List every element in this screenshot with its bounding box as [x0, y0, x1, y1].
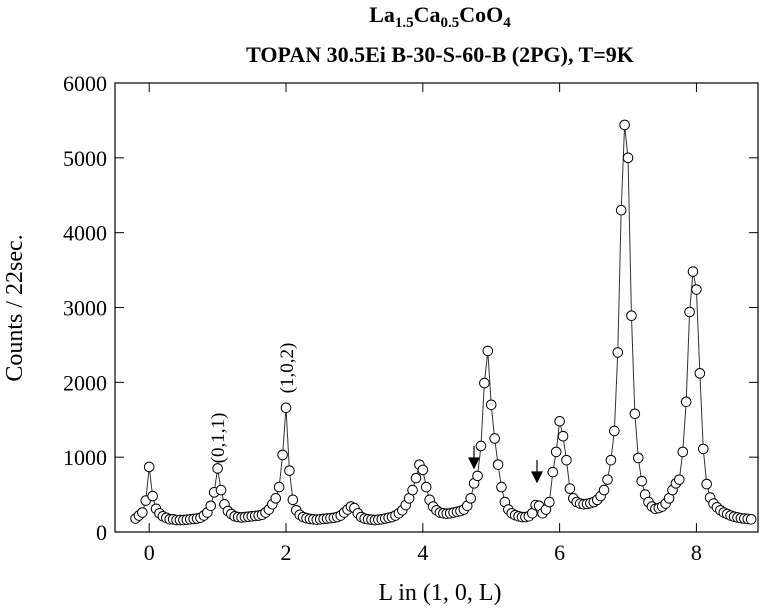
x-tick-label: 6: [554, 540, 565, 565]
data-point: [564, 483, 576, 494]
data-point: [420, 481, 432, 493]
data-point: [697, 443, 709, 455]
y-tick-label: 4000: [63, 221, 107, 246]
data-point: [612, 347, 624, 358]
data-point: [212, 463, 223, 474]
y-tick-label: 0: [96, 520, 107, 545]
arrows: [468, 446, 543, 484]
data-point: [602, 474, 613, 485]
data-point: [605, 454, 617, 466]
data-point: [465, 493, 477, 504]
data-point: [280, 402, 292, 414]
data-point: [143, 461, 155, 473]
data-point: [472, 470, 483, 482]
chart-title: La1.5Ca0.5CoO4: [369, 2, 511, 31]
data-point: [547, 466, 559, 478]
data-point: [475, 440, 487, 452]
data-point: [485, 399, 497, 411]
data-point: [550, 446, 562, 458]
data-point: [492, 459, 504, 470]
data-point: [496, 481, 507, 493]
chart-subtitle: TOPAN 30.5Ei B-30-S-60-B (2PG), T=9K: [246, 42, 634, 67]
data-point: [277, 449, 288, 461]
y-axis-label: Counts / 22sec.: [2, 234, 28, 381]
data-point: [147, 490, 158, 502]
data-point: [694, 368, 706, 379]
data-point: [205, 500, 217, 512]
data-point: [482, 345, 494, 357]
arrow-head: [531, 471, 543, 484]
data-point: [557, 430, 569, 442]
data-point: [554, 415, 565, 427]
data-point: [622, 152, 634, 164]
data-point: [615, 204, 627, 216]
data-point: [745, 513, 757, 525]
data-point: [287, 494, 299, 506]
data-point: [626, 310, 637, 322]
y-tick-label: 1000: [63, 445, 107, 470]
data-point: [489, 433, 500, 444]
data-point: [684, 306, 695, 318]
data-point: [215, 484, 227, 496]
data-point: [284, 465, 295, 476]
data-point: [632, 452, 644, 464]
data-point: [687, 266, 699, 277]
data-point: [273, 481, 285, 493]
data-point: [677, 446, 689, 458]
data-point: [674, 474, 685, 485]
x-tick-label: 8: [691, 540, 702, 565]
data-point: [619, 119, 630, 131]
y-tick-label: 2000: [63, 370, 107, 395]
data-point: [680, 396, 692, 408]
x-tick-label: 4: [417, 540, 428, 565]
data-point: [417, 464, 429, 476]
x-axis-label: L in (1, 0, L): [378, 580, 501, 606]
y-tick-label: 6000: [63, 71, 107, 96]
data-point: [691, 284, 702, 295]
data-point: [609, 425, 620, 437]
data-point: [407, 484, 418, 496]
data-point: [544, 496, 555, 508]
data-point: [137, 507, 148, 518]
peak-annotation: (0,1,1): [208, 413, 229, 464]
data-point: [479, 377, 490, 389]
data-point: [410, 472, 422, 484]
x-tick-label: 2: [281, 540, 292, 565]
data-point: [636, 475, 648, 487]
y-tick-label: 3000: [63, 296, 107, 321]
data-point: [629, 408, 641, 420]
x-tick-label: 0: [144, 540, 155, 565]
data-point: [270, 493, 282, 504]
y-tick-label: 5000: [63, 146, 107, 171]
plot-frame: [114, 82, 759, 533]
data-point: [561, 454, 572, 466]
data-point: [701, 478, 712, 490]
data-point: [598, 484, 610, 496]
arrow-head: [468, 457, 480, 470]
peak-annotation: (1,0,2): [277, 343, 298, 394]
